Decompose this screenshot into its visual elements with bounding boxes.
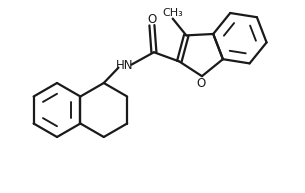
Text: O: O bbox=[196, 77, 206, 90]
Text: O: O bbox=[147, 13, 156, 26]
Text: HN: HN bbox=[116, 59, 133, 72]
Text: CH₃: CH₃ bbox=[162, 8, 183, 18]
